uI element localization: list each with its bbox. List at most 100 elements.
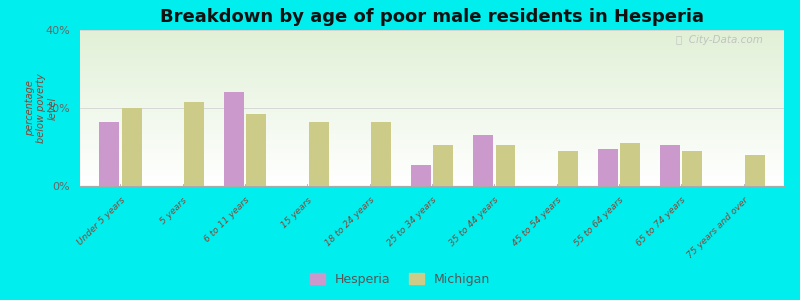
Bar [80, 73, 784, 74]
Bar [80, 149, 784, 150]
Bar [80, 101, 784, 102]
Bar [80, 106, 784, 107]
Bar [80, 169, 784, 170]
Bar [80, 44, 784, 45]
Bar [80, 147, 784, 148]
Bar [80, 64, 784, 65]
Bar [80, 37, 784, 38]
Bar [80, 171, 784, 172]
Bar [80, 129, 784, 130]
Bar [80, 80, 784, 81]
Bar [80, 32, 784, 33]
Bar [80, 165, 784, 166]
Bar [80, 84, 784, 85]
Bar [80, 161, 784, 162]
Bar [80, 40, 784, 41]
Bar [80, 81, 784, 82]
Bar [371, 122, 391, 186]
Bar [80, 157, 784, 158]
Bar [80, 143, 784, 144]
Bar [80, 142, 784, 143]
Bar [80, 42, 784, 43]
Bar [80, 88, 784, 89]
Bar [80, 54, 784, 55]
Bar [80, 172, 784, 173]
Bar [80, 52, 784, 53]
Bar [80, 132, 784, 133]
Bar [80, 65, 784, 66]
Bar [80, 154, 784, 155]
Bar [80, 76, 784, 77]
Bar [80, 31, 784, 32]
Bar [80, 180, 784, 181]
Bar [80, 163, 784, 164]
Bar [80, 113, 784, 114]
Bar [80, 75, 784, 76]
Bar [80, 164, 784, 165]
Bar [80, 55, 784, 56]
Bar [80, 72, 784, 73]
Bar [80, 148, 784, 149]
Bar [80, 62, 784, 63]
Bar [80, 35, 784, 36]
Bar [80, 139, 784, 140]
Bar [80, 58, 784, 59]
Bar [80, 45, 784, 46]
Bar [80, 70, 784, 71]
Bar [80, 136, 784, 137]
Bar [80, 98, 784, 99]
Bar [80, 46, 784, 47]
Bar [80, 138, 784, 139]
Bar [80, 67, 784, 68]
Bar [80, 156, 784, 157]
Bar [80, 49, 784, 50]
Bar [80, 94, 784, 95]
Bar [80, 102, 784, 103]
Bar [80, 160, 784, 161]
Bar [620, 143, 640, 186]
Bar [80, 39, 784, 40]
Bar [80, 119, 784, 120]
Bar [80, 112, 784, 113]
Bar [80, 151, 784, 152]
Bar [80, 74, 784, 75]
Bar [80, 141, 784, 142]
Bar [80, 115, 784, 116]
Y-axis label: percentage
below poverty
level: percentage below poverty level [25, 73, 58, 143]
Bar [80, 87, 784, 88]
Bar [80, 150, 784, 151]
Bar [80, 110, 784, 111]
Bar [80, 79, 784, 80]
Bar [80, 85, 784, 86]
Bar [224, 92, 244, 186]
Bar [80, 185, 784, 186]
Bar [122, 108, 142, 186]
Title: Breakdown by age of poor male residents in Hesperia: Breakdown by age of poor male residents … [160, 8, 704, 26]
Bar [80, 104, 784, 105]
Bar [80, 89, 784, 90]
Bar [80, 107, 784, 108]
Bar [80, 158, 784, 159]
Bar [80, 146, 784, 147]
Bar [80, 168, 784, 169]
Bar [80, 97, 784, 98]
Bar [80, 90, 784, 91]
Bar [80, 167, 784, 168]
Bar [80, 144, 784, 145]
Bar [80, 125, 784, 126]
Bar [80, 126, 784, 127]
Bar [660, 145, 680, 186]
Bar [473, 135, 493, 186]
Bar [80, 135, 784, 136]
Bar [80, 166, 784, 167]
Bar [80, 59, 784, 60]
Bar [99, 122, 119, 186]
Bar [80, 50, 784, 51]
Bar [80, 177, 784, 178]
Bar [80, 140, 784, 141]
Bar [80, 77, 784, 78]
Bar [80, 137, 784, 138]
Bar [309, 122, 329, 186]
Bar [80, 105, 784, 106]
Bar [558, 151, 578, 186]
